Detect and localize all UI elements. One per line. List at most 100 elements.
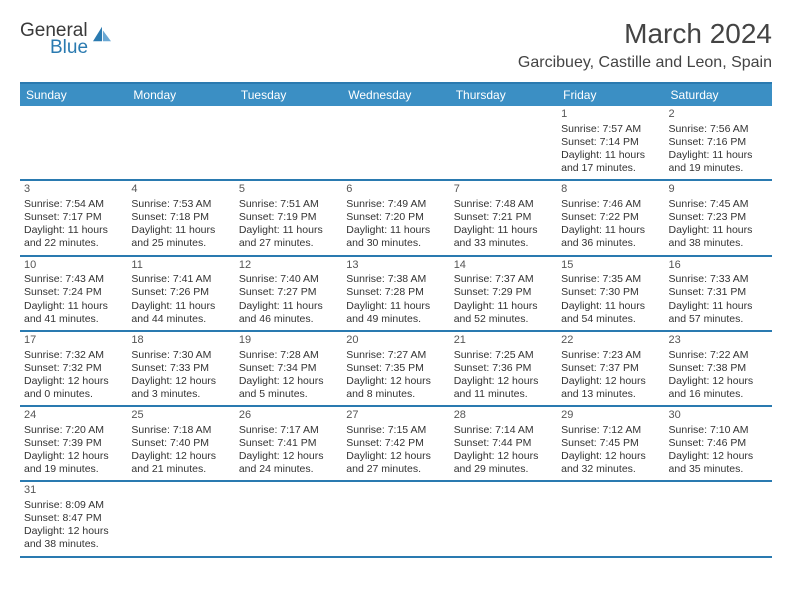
weekday-header-row: SundayMondayTuesdayWednesdayThursdayFrid… [20,84,772,106]
daylight-line-1: Daylight: 12 hours [346,375,445,388]
daylight-line-1: Daylight: 12 hours [346,450,445,463]
daylight-line-1: Daylight: 11 hours [561,300,660,313]
day-number: 1 [561,108,660,122]
sunset-line: Sunset: 7:40 PM [131,437,230,450]
sunset-line: Sunset: 7:32 PM [24,362,123,375]
daylight-line-1: Daylight: 12 hours [669,375,768,388]
day-number: 23 [669,334,768,348]
weekday-header: Sunday [20,84,127,106]
sunset-line: Sunset: 7:30 PM [561,286,660,299]
day-number: 27 [346,409,445,423]
day-number: 29 [561,409,660,423]
daylight-line-1: Daylight: 11 hours [669,224,768,237]
sunset-line: Sunset: 7:21 PM [454,211,553,224]
empty-cell [127,106,234,179]
sunset-line: Sunset: 7:16 PM [669,136,768,149]
daylight-line-1: Daylight: 11 hours [561,149,660,162]
day-cell: 27Sunrise: 7:15 AMSunset: 7:42 PMDayligh… [342,407,449,480]
sunset-line: Sunset: 7:20 PM [346,211,445,224]
day-cell: 28Sunrise: 7:14 AMSunset: 7:44 PMDayligh… [450,407,557,480]
sunrise-line: Sunrise: 7:14 AM [454,424,553,437]
day-cell: 20Sunrise: 7:27 AMSunset: 7:35 PMDayligh… [342,332,449,405]
sunrise-line: Sunrise: 7:27 AM [346,349,445,362]
sunrise-line: Sunrise: 7:12 AM [561,424,660,437]
daylight-line-1: Daylight: 11 hours [346,224,445,237]
daylight-line-1: Daylight: 11 hours [454,300,553,313]
sunset-line: Sunset: 7:31 PM [669,286,768,299]
sunrise-line: Sunrise: 7:41 AM [131,273,230,286]
sunrise-line: Sunrise: 7:40 AM [239,273,338,286]
empty-cell [342,482,449,555]
daylight-line-1: Daylight: 12 hours [131,375,230,388]
daylight-line-1: Daylight: 12 hours [131,450,230,463]
day-number: 5 [239,183,338,197]
sunrise-line: Sunrise: 7:22 AM [669,349,768,362]
empty-cell [665,482,772,555]
daylight-line-2: and 5 minutes. [239,388,338,401]
sunrise-line: Sunrise: 7:17 AM [239,424,338,437]
day-number: 16 [669,259,768,273]
sunrise-line: Sunrise: 7:10 AM [669,424,768,437]
daylight-line-2: and 19 minutes. [669,162,768,175]
title-block: March 2024 Garcibuey, Castille and Leon,… [518,18,772,72]
day-cell: 7Sunrise: 7:48 AMSunset: 7:21 PMDaylight… [450,181,557,254]
daylight-line-2: and 57 minutes. [669,313,768,326]
sunrise-line: Sunrise: 7:23 AM [561,349,660,362]
sunset-line: Sunset: 7:27 PM [239,286,338,299]
day-cell: 1Sunrise: 7:57 AMSunset: 7:14 PMDaylight… [557,106,664,179]
sunset-line: Sunset: 7:17 PM [24,211,123,224]
daylight-line-1: Daylight: 11 hours [24,224,123,237]
weeks-container: 1Sunrise: 7:57 AMSunset: 7:14 PMDaylight… [20,106,772,558]
day-number: 21 [454,334,553,348]
daylight-line-1: Daylight: 12 hours [24,525,123,538]
day-number: 13 [346,259,445,273]
day-cell: 23Sunrise: 7:22 AMSunset: 7:38 PMDayligh… [665,332,772,405]
day-number: 11 [131,259,230,273]
sunset-line: Sunset: 7:36 PM [454,362,553,375]
sunset-line: Sunset: 7:18 PM [131,211,230,224]
empty-cell [557,482,664,555]
daylight-line-1: Daylight: 12 hours [239,375,338,388]
sunrise-line: Sunrise: 7:54 AM [24,198,123,211]
week-row: 10Sunrise: 7:43 AMSunset: 7:24 PMDayligh… [20,257,772,332]
weekday-header: Tuesday [235,84,342,106]
day-number: 7 [454,183,553,197]
day-cell: 8Sunrise: 7:46 AMSunset: 7:22 PMDaylight… [557,181,664,254]
daylight-line-1: Daylight: 11 hours [239,224,338,237]
day-number: 20 [346,334,445,348]
day-cell: 18Sunrise: 7:30 AMSunset: 7:33 PMDayligh… [127,332,234,405]
weekday-header: Wednesday [342,84,449,106]
sunset-line: Sunset: 7:38 PM [669,362,768,375]
sunrise-line: Sunrise: 7:15 AM [346,424,445,437]
sunrise-line: Sunrise: 8:09 AM [24,499,123,512]
sunset-line: Sunset: 7:29 PM [454,286,553,299]
day-cell: 9Sunrise: 7:45 AMSunset: 7:23 PMDaylight… [665,181,772,254]
day-number: 19 [239,334,338,348]
day-number: 6 [346,183,445,197]
sunrise-line: Sunrise: 7:49 AM [346,198,445,211]
daylight-line-2: and 29 minutes. [454,463,553,476]
sunset-line: Sunset: 7:35 PM [346,362,445,375]
day-number: 30 [669,409,768,423]
day-number: 4 [131,183,230,197]
sunrise-line: Sunrise: 7:48 AM [454,198,553,211]
daylight-line-2: and 27 minutes. [346,463,445,476]
sunset-line: Sunset: 7:19 PM [239,211,338,224]
daylight-line-2: and 21 minutes. [131,463,230,476]
day-cell: 10Sunrise: 7:43 AMSunset: 7:24 PMDayligh… [20,257,127,330]
sunrise-line: Sunrise: 7:35 AM [561,273,660,286]
day-number: 28 [454,409,553,423]
daylight-line-1: Daylight: 11 hours [131,300,230,313]
day-cell: 30Sunrise: 7:10 AMSunset: 7:46 PMDayligh… [665,407,772,480]
daylight-line-2: and 8 minutes. [346,388,445,401]
daylight-line-1: Daylight: 12 hours [561,375,660,388]
empty-cell [450,106,557,179]
daylight-line-2: and 54 minutes. [561,313,660,326]
daylight-line-1: Daylight: 11 hours [239,300,338,313]
day-number: 9 [669,183,768,197]
day-number: 15 [561,259,660,273]
day-number: 14 [454,259,553,273]
sunrise-line: Sunrise: 7:37 AM [454,273,553,286]
sunset-line: Sunset: 7:14 PM [561,136,660,149]
sunset-line: Sunset: 7:42 PM [346,437,445,450]
